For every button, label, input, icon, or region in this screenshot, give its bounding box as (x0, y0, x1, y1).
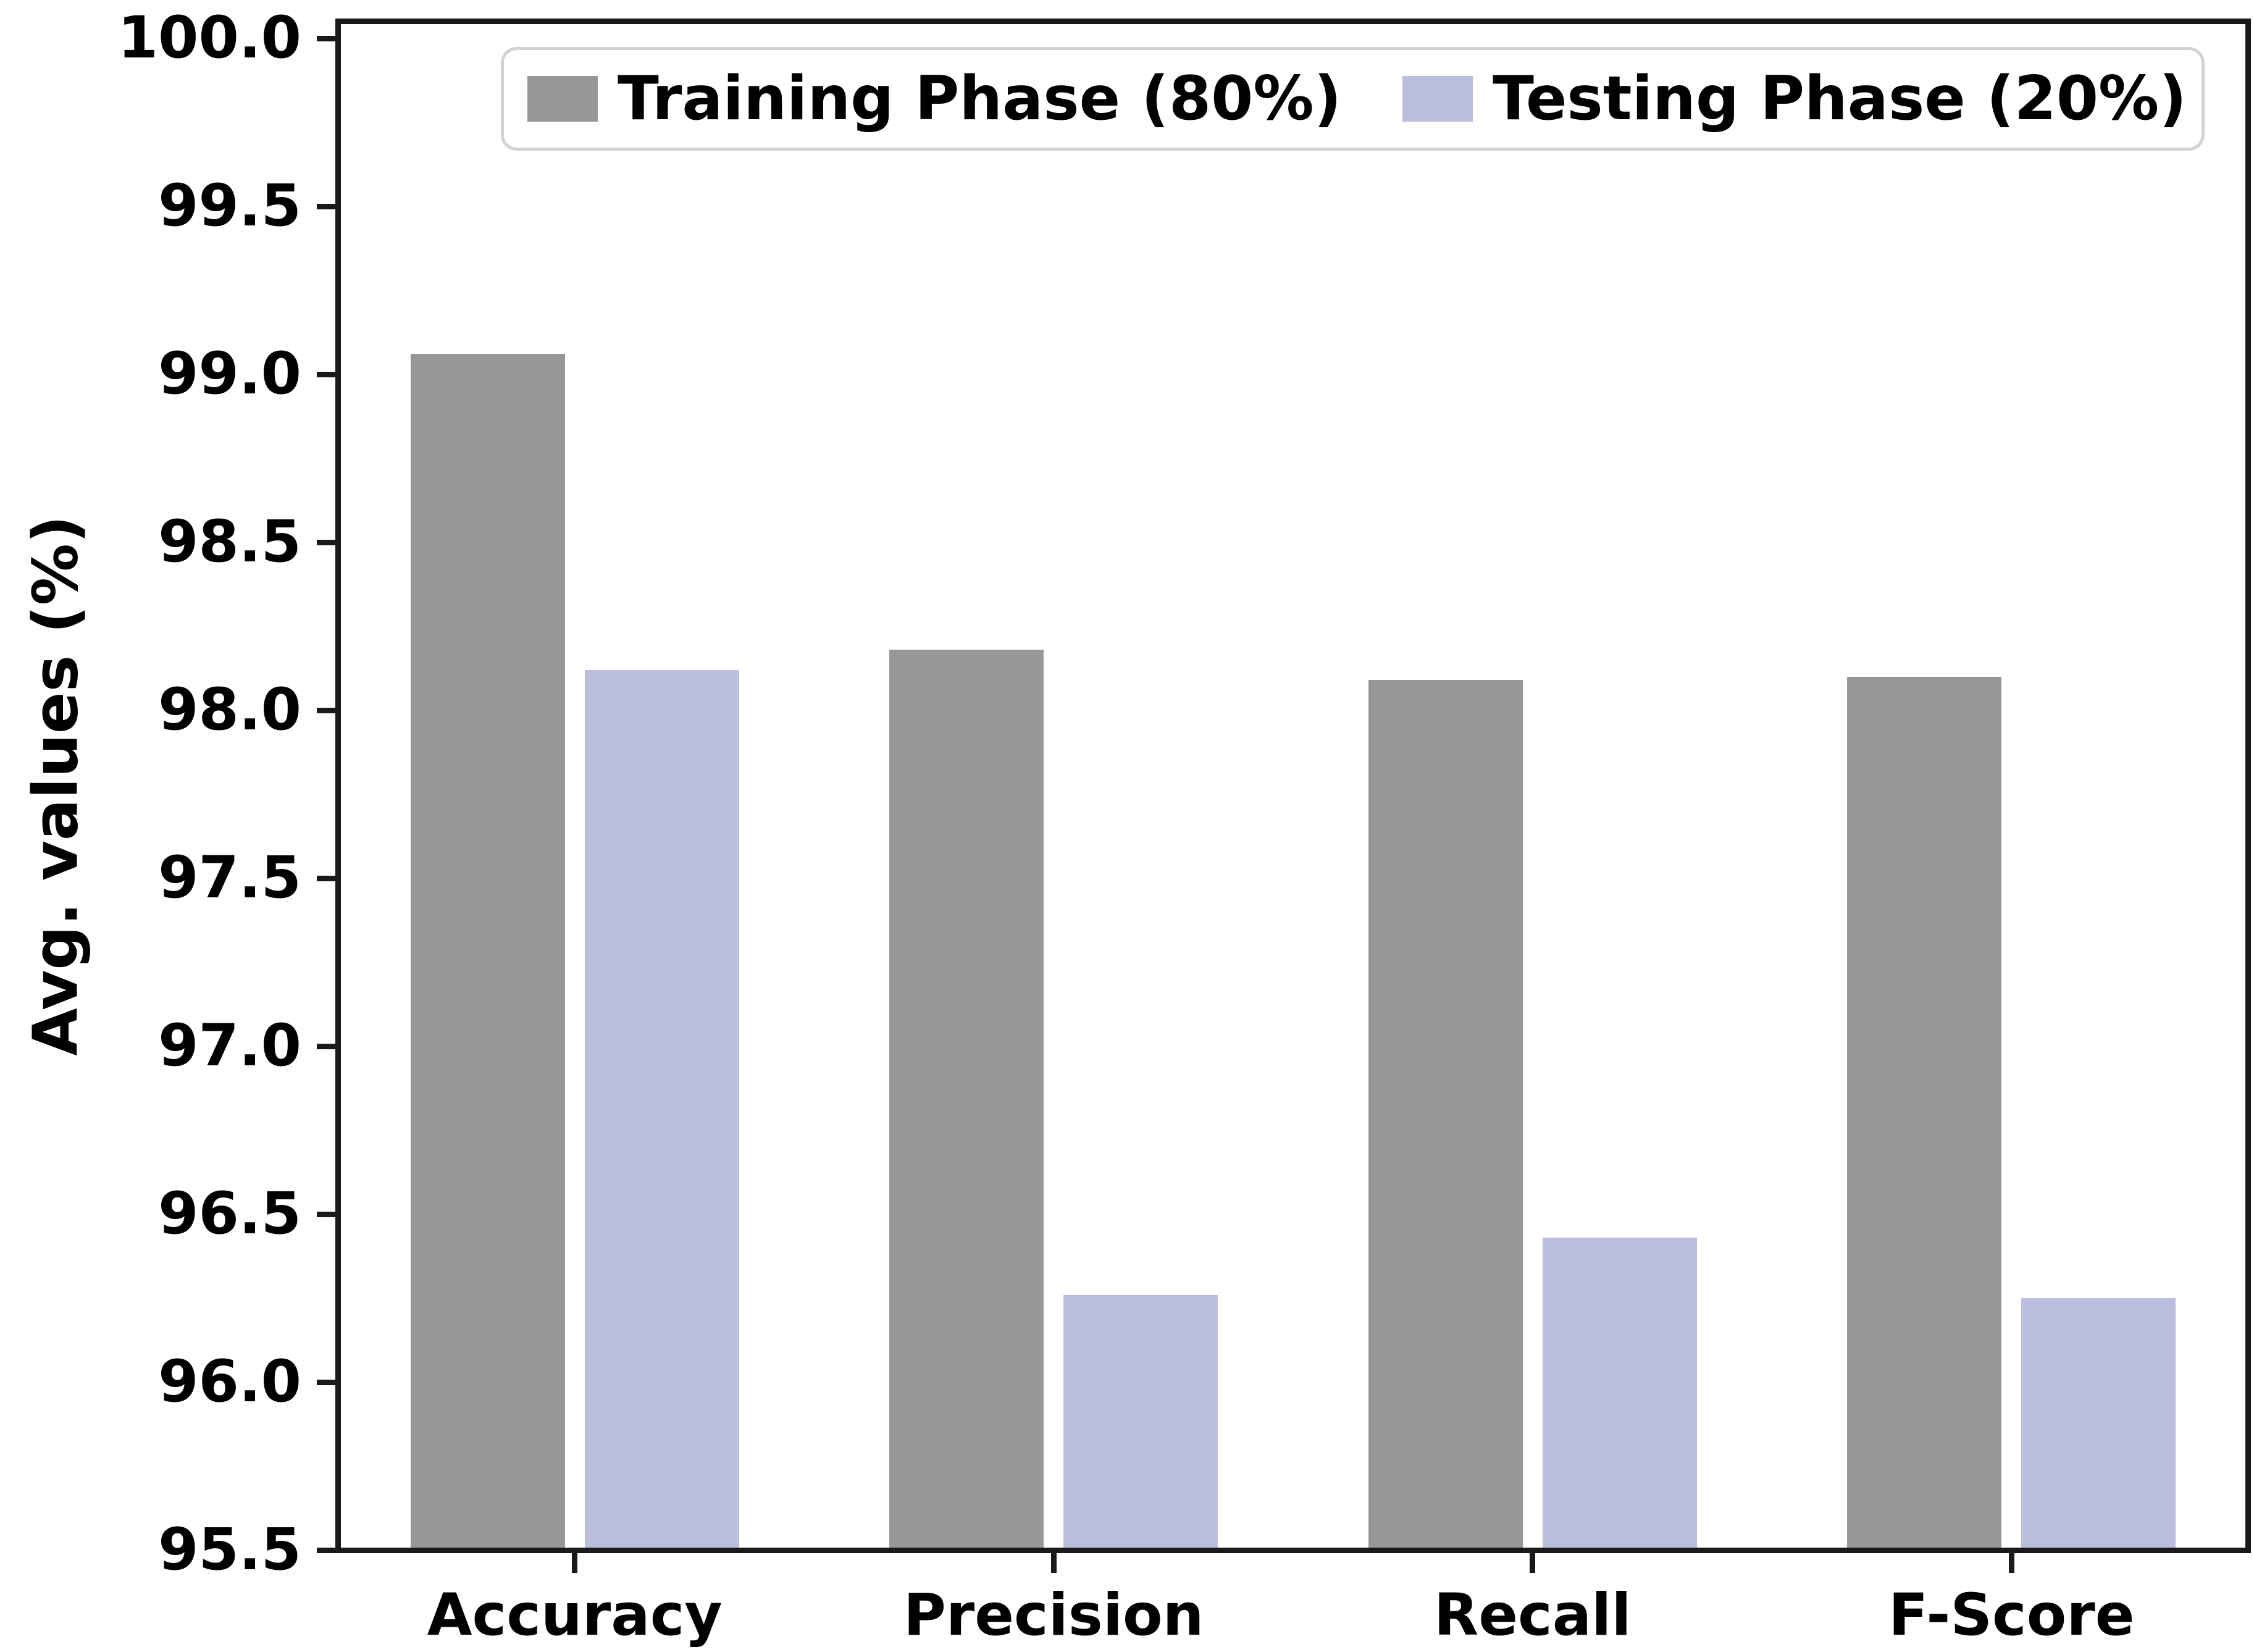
legend-label: Training Phase (80%) (618, 64, 1342, 134)
x-tick-mark (2008, 1553, 2014, 1573)
plot-area (335, 19, 2251, 1553)
y-tick-mark (317, 203, 335, 209)
y-tick-label: 97.0 (158, 1012, 301, 1080)
bar-training-recall (1368, 680, 1523, 1553)
bar-testing-f-score (2021, 1298, 2176, 1553)
x-tick-mark (1530, 1553, 1536, 1573)
x-tick-label-f-score: F-Score (1888, 1582, 2135, 1649)
x-tick-label-accuracy: Accuracy (427, 1582, 723, 1649)
legend-swatch-icon (1402, 76, 1473, 122)
y-tick-label: 100.0 (117, 4, 301, 72)
y-tick-label: 98.0 (158, 676, 301, 744)
legend-entry-training: Training Phase (80%) (527, 69, 1341, 129)
y-tick-label: 96.0 (158, 1348, 301, 1415)
y-tick-label: 97.5 (158, 844, 301, 912)
y-tick-mark (317, 875, 335, 881)
y-tick-mark (317, 707, 335, 713)
legend-label: Testing Phase (20%) (1493, 64, 2187, 134)
y-tick-mark (317, 1379, 335, 1385)
y-tick-mark (317, 1043, 335, 1049)
y-tick-label: 99.0 (158, 340, 301, 408)
x-tick-label-recall: Recall (1433, 1582, 1632, 1649)
y-tick-mark (317, 371, 335, 377)
y-tick-mark (317, 1547, 335, 1553)
y-tick-mark (317, 1211, 335, 1217)
y-tick-label: 95.5 (158, 1516, 301, 1583)
legend: Training Phase (80%) Testing Phase (20%) (501, 47, 2205, 151)
legend-entry-testing: Testing Phase (20%) (1402, 69, 2187, 129)
x-tick-mark (1050, 1553, 1057, 1573)
y-tick-label: 98.5 (158, 508, 301, 576)
x-tick-label-precision: Precision (903, 1582, 1204, 1649)
bar-testing-recall (1542, 1238, 1697, 1553)
legend-swatch-icon (527, 76, 598, 122)
bar-testing-accuracy (584, 669, 739, 1553)
bar-training-f-score (1847, 676, 2002, 1553)
x-tick-mark (572, 1553, 578, 1573)
y-axis-label: Avg. values (%) (19, 515, 92, 1056)
bar-testing-precision (1063, 1294, 1218, 1553)
y-tick-label: 96.5 (158, 1180, 301, 1247)
y-tick-mark (317, 35, 335, 41)
y-tick-label: 99.5 (158, 172, 301, 240)
bar-training-accuracy (410, 354, 565, 1553)
bar-training-precision (889, 650, 1044, 1553)
y-tick-mark (317, 539, 335, 545)
